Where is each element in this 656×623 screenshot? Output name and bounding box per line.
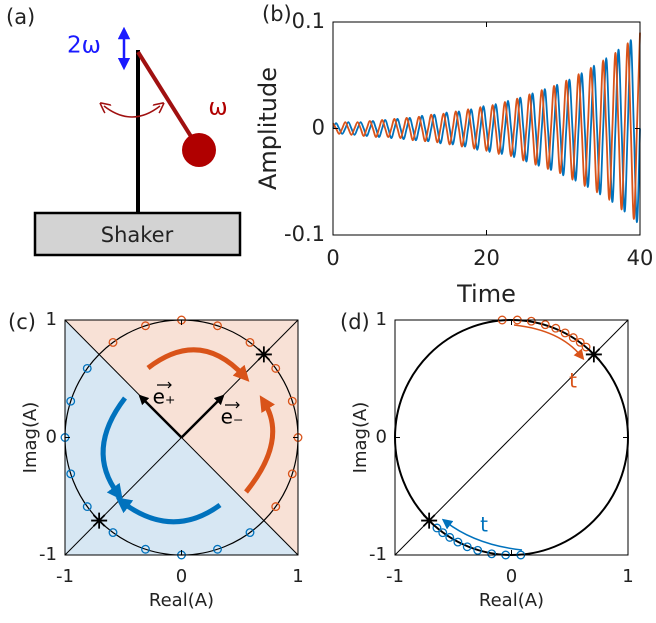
y-axis-label: Amplitude <box>254 67 282 190</box>
x-tick-label: 0 <box>176 566 187 587</box>
fixed-point <box>421 512 438 529</box>
time-arrow <box>513 324 585 361</box>
data-point <box>568 333 578 343</box>
shaker-label: Shaker <box>101 223 174 247</box>
shaker-base <box>33 211 242 257</box>
data-point <box>287 469 297 479</box>
data-point <box>487 549 497 559</box>
chart-panel: -1 0 1 -1 0 1 Real(A) Imag(A) (d) t t <box>340 309 634 611</box>
annotation: e₊ <box>153 385 176 409</box>
data-point <box>141 544 150 554</box>
x-tick-label: 0 <box>506 566 517 587</box>
data-point <box>108 337 118 347</box>
vertical-frequency: 2ω <box>67 33 101 59</box>
flow-arrow <box>115 497 222 525</box>
data-point <box>245 337 255 347</box>
pendulum-diagram: (a) Shaker 2ω ω <box>6 5 242 257</box>
data-point <box>462 542 472 552</box>
vector-accent <box>157 381 172 389</box>
y-tick-label: 0 <box>46 427 57 448</box>
annotation: t <box>569 369 577 393</box>
flow-arrow <box>146 347 250 382</box>
data-point <box>245 528 255 538</box>
data-point <box>438 528 448 538</box>
x-tick-label: 40 <box>627 246 654 270</box>
panel-label: (b) <box>262 2 292 26</box>
y-tick-label: 0 <box>376 427 387 448</box>
data-line <box>332 32 641 220</box>
x-tick-label: 0 <box>326 246 339 270</box>
vector-accent <box>225 401 240 409</box>
flow-arrow <box>244 395 276 494</box>
chart-panel: -1 0 1 -1 0 1 Real(A) Imag(A) (c) e₊ e₋ <box>8 309 304 611</box>
data-point <box>66 469 76 479</box>
data-point <box>575 337 585 347</box>
y-tick-label: 1 <box>46 309 57 330</box>
y-axis-label: Imag(A) <box>350 402 371 474</box>
flow-arrows <box>100 324 585 551</box>
data-point <box>551 323 561 333</box>
eigenvector <box>180 394 225 439</box>
data-point <box>213 321 222 331</box>
y-tick-label: 0.1 <box>292 9 325 33</box>
panel-label: (d) <box>340 310 370 334</box>
fixed-point <box>255 346 272 363</box>
data-point <box>108 528 118 538</box>
data-point <box>540 320 550 330</box>
data-point <box>82 363 92 373</box>
x-axis-label: Real(A) <box>479 590 544 611</box>
annotation: e₋ <box>221 405 244 429</box>
fixed-point <box>91 512 108 529</box>
data-point <box>581 342 591 352</box>
data-point <box>560 328 570 338</box>
x-axis-label: Real(A) <box>149 590 214 611</box>
x-axis-label: Time <box>456 280 516 308</box>
x-tick-label: 20 <box>473 246 500 270</box>
data-point <box>453 537 463 547</box>
eigenvector <box>138 394 183 439</box>
pendulum-bob <box>182 133 216 167</box>
data-point <box>271 502 281 512</box>
data-point <box>271 363 281 373</box>
data-point <box>141 321 150 331</box>
x-tick-label: 1 <box>292 566 303 587</box>
annotation: t <box>480 513 488 537</box>
y-tick-label: -0.1 <box>284 222 325 246</box>
data-point <box>445 532 455 542</box>
data-point <box>66 396 76 406</box>
y-tick-label: 1 <box>376 309 387 330</box>
flow-arrow <box>100 396 127 501</box>
swing-arrow <box>104 106 160 118</box>
data-line <box>332 39 641 224</box>
data-point <box>526 316 536 326</box>
y-axis-label: Imag(A) <box>20 402 41 474</box>
data-point <box>432 523 442 533</box>
pendulum-rod <box>136 50 199 148</box>
data-point <box>287 396 297 406</box>
time-arrow <box>441 518 523 551</box>
data-point <box>82 502 92 512</box>
y-tick-label: -1 <box>39 544 57 565</box>
y-tick-label: -1 <box>369 544 387 565</box>
data-point <box>473 545 483 555</box>
y-tick-label: 0 <box>312 116 325 140</box>
pendulum-frequency: ω <box>208 95 227 121</box>
data-point <box>213 544 222 554</box>
x-tick-label: -1 <box>56 566 74 587</box>
fixed-point <box>585 346 602 363</box>
panel-label: (a) <box>6 5 35 29</box>
x-tick-label: -1 <box>386 566 404 587</box>
x-tick-label: 1 <box>622 566 633 587</box>
panel-label: (c) <box>8 310 36 334</box>
